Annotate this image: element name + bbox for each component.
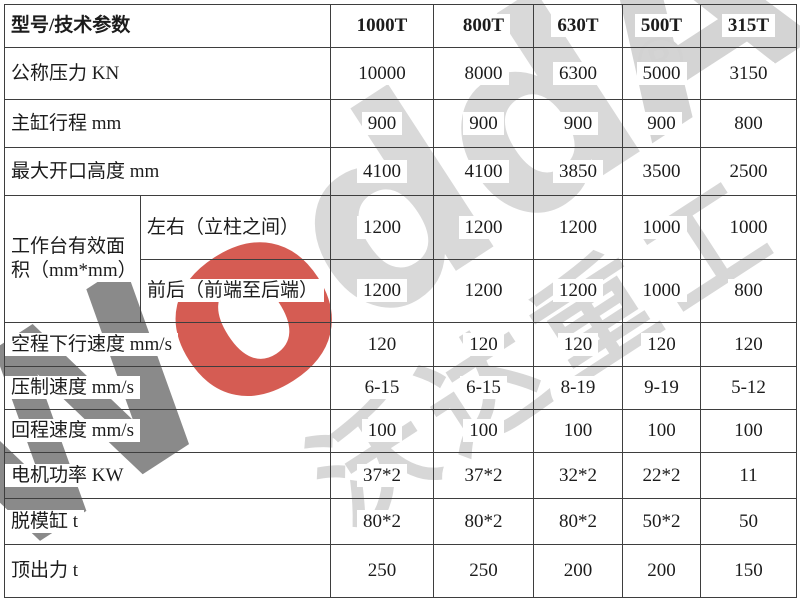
table-row-motor-power: 电机功率 KW 37*2 37*2 32*2 22*2 11	[4, 452, 797, 499]
value-cell: 1200	[330, 259, 434, 323]
value-cell: 37*2	[433, 452, 534, 499]
table-row-max-opening-height: 最大开口高度 mm 4100 4100 3850 3500 2500	[4, 147, 797, 196]
spec-table: 型号/技术参数 1000T 800T 630T 500T 315T 公称压力 K…	[4, 4, 797, 598]
row-label-cell: 公称压力 KN	[4, 47, 331, 100]
value-cell: 2500	[700, 147, 797, 196]
value-cell: 10000	[330, 47, 434, 100]
value-cell: 80*2	[330, 498, 434, 545]
row-label-cell: 顶出力 t	[4, 544, 331, 598]
table-row-pressing-speed: 压制速度 mm/s 6-15 6-15 8-19 9-19 5-12	[4, 366, 797, 410]
table-row-idle-down-speed: 空程下行速度 mm/s 120 120 120 120 120	[4, 322, 797, 367]
value-cell: 5000	[622, 47, 701, 100]
value-cell: 150	[700, 544, 797, 598]
value-cell: 4100	[433, 147, 534, 196]
value-cell: 6-15	[433, 366, 534, 410]
value-cell: 100	[433, 409, 534, 453]
value-cell: 5-12	[700, 366, 797, 410]
row-label-cell: 空程下行速度 mm/s	[4, 322, 331, 367]
value-cell: 250	[330, 544, 434, 598]
value-cell: 3850	[533, 147, 623, 196]
value-cell: 120	[700, 322, 797, 367]
value-cell: 8-19	[533, 366, 623, 410]
row-label-cell: 最大开口高度 mm	[4, 147, 331, 196]
table-row-return-speed: 回程速度 mm/s 100 100 100 100 100	[4, 409, 797, 453]
value-cell: 900	[622, 99, 701, 148]
value-cell: 9-19	[622, 366, 701, 410]
value-cell: 120	[330, 322, 434, 367]
value-cell: 22*2	[622, 452, 701, 499]
model-header-cell: 315T	[700, 4, 797, 48]
value-cell: 1200	[330, 195, 434, 260]
value-cell: 100	[533, 409, 623, 453]
table-row-main-cylinder-stroke: 主缸行程 mm 900 900 900 900 800	[4, 99, 797, 148]
row-label-cell: 脱模缸 t	[4, 498, 331, 545]
value-cell: 8000	[433, 47, 534, 100]
value-cell: 1200	[533, 195, 623, 260]
value-cell: 6300	[533, 47, 623, 100]
value-cell: 200	[533, 544, 623, 598]
value-cell: 250	[433, 544, 534, 598]
value-cell: 800	[700, 99, 797, 148]
table-row-worktable-front-back: 前后（前端至后端） 1200 1200 1200 1000 800	[5, 259, 797, 323]
value-cell: 200	[622, 544, 701, 598]
model-header-cell: 500T	[622, 4, 701, 48]
row-label-cell: 回程速度 mm/s	[4, 409, 331, 453]
value-cell: 900	[533, 99, 623, 148]
value-cell: 37*2	[330, 452, 434, 499]
table-row-nominal-pressure: 公称压力 KN 10000 8000 6300 5000 3150	[4, 47, 797, 100]
value-cell: 4100	[330, 147, 434, 196]
value-cell: 3500	[622, 147, 701, 196]
param-header-cell: 型号/技术参数	[4, 4, 331, 48]
value-cell: 900	[433, 99, 534, 148]
value-cell: 3150	[700, 47, 797, 100]
value-cell: 6-15	[330, 366, 434, 410]
value-cell: 1000	[622, 259, 701, 323]
header-row: 型号/技术参数 1000T 800T 630T 500T 315T	[4, 4, 797, 48]
row-label-cell: 电机功率 KW	[4, 452, 331, 499]
value-cell: 32*2	[533, 452, 623, 499]
value-cell: 1000	[622, 195, 701, 260]
group-label-cell: 工作台有效面积（mm*mm）	[4, 195, 141, 323]
value-cell: 1200	[433, 259, 534, 323]
value-cell: 50*2	[622, 498, 701, 545]
table-row-worktable-left-right: 工作台有效面积（mm*mm） 左右（立柱之间） 1200 1200 1200 1…	[4, 195, 797, 323]
model-header-cell: 800T	[433, 4, 534, 48]
table-row-ejection-force: 顶出力 t 250 250 200 200 150	[4, 544, 797, 598]
value-cell: 120	[533, 322, 623, 367]
value-cell: 800	[700, 259, 797, 323]
value-cell: 900	[330, 99, 434, 148]
table-row-demolding-cylinder: 脱模缸 t 80*2 80*2 80*2 50*2 50	[4, 498, 797, 545]
model-header-cell: 630T	[533, 4, 623, 48]
value-cell: 80*2	[433, 498, 534, 545]
value-cell: 1200	[533, 259, 623, 323]
value-cell: 50	[700, 498, 797, 545]
sub-label-cell: 前后（前端至后端）	[140, 259, 331, 323]
value-cell: 80*2	[533, 498, 623, 545]
value-cell: 120	[622, 322, 701, 367]
model-header-cell: 1000T	[330, 4, 434, 48]
value-cell: 120	[433, 322, 534, 367]
value-cell: 100	[700, 409, 797, 453]
row-label-cell: 主缸行程 mm	[4, 99, 331, 148]
value-cell: 100	[330, 409, 434, 453]
value-cell: 11	[700, 452, 797, 499]
value-cell: 100	[622, 409, 701, 453]
value-cell: 1200	[433, 195, 534, 260]
sub-label-cell: 左右（立柱之间）	[140, 195, 331, 260]
row-label-cell: 压制速度 mm/s	[4, 366, 331, 410]
value-cell: 1000	[700, 195, 797, 260]
